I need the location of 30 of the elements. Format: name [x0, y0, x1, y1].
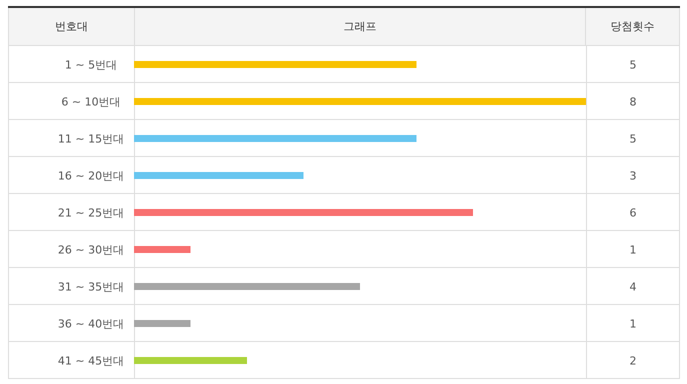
data-label: 5 [630, 58, 636, 72]
y-tick-label: 6 ~ 10번대 [61, 95, 121, 108]
data-label: 1 [630, 244, 636, 256]
y-tick-label: 21 ~ 25번대 [58, 206, 124, 220]
bar [134, 98, 586, 105]
bar [134, 357, 247, 364]
bar [134, 320, 190, 327]
y-tick-label: 41 ~ 45번대 [58, 354, 124, 368]
bar [134, 172, 304, 179]
bar [134, 283, 360, 290]
y-tick-label: 11 ~ 15번대 [58, 132, 124, 146]
data-label: 8 [630, 96, 636, 108]
chart-title: 그래프 [134, 8, 586, 45]
bar [134, 135, 416, 142]
data-label: 5 [630, 132, 636, 146]
bar [134, 246, 190, 253]
y-tick-label: 1 ~ 5번대 [64, 58, 118, 72]
bar [134, 61, 416, 68]
y-tick-label: 36 ~ 40번대 [58, 317, 124, 330]
y-tick-label: 16 ~ 20번대 [58, 169, 124, 182]
bar [134, 209, 473, 216]
data-label: 2 [630, 354, 636, 368]
y-tick-label: 26 ~ 30번대 [58, 243, 124, 256]
y-axis-title: 번호대 [9, 8, 135, 45]
data-label: 6 [630, 206, 636, 220]
data-label: 3 [630, 170, 636, 182]
text: 당첨횟수 [586, 8, 680, 45]
y-tick-label: 31 ~ 35번대 [58, 280, 124, 294]
data-label: 1 [630, 318, 636, 330]
data-label: 4 [630, 280, 636, 294]
